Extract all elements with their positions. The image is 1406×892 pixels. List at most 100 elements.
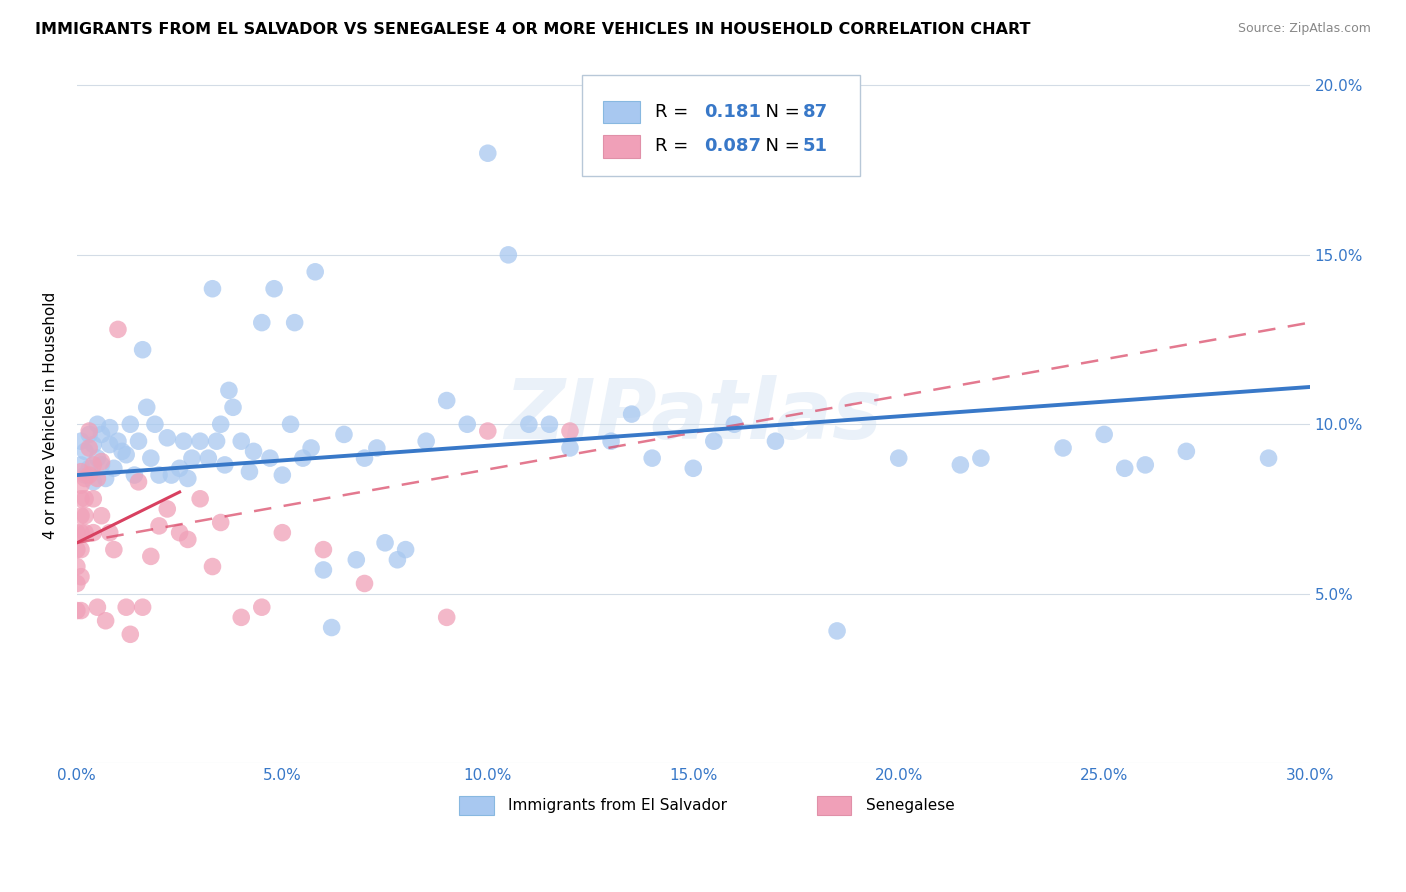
Point [825, 624, 848, 638]
Point [498, 248, 520, 262]
Y-axis label: 4 or more Vehicles in Household: 4 or more Vehicles in Household [44, 293, 58, 540]
Point [242, 444, 264, 458]
Point [77, 461, 100, 475]
Point [90, 427, 112, 442]
Point [103, 542, 125, 557]
Text: Senegalese: Senegalese [866, 798, 955, 813]
Point [156, 502, 179, 516]
Point [250, 316, 273, 330]
Point [82, 525, 104, 540]
Point [299, 441, 322, 455]
Point [238, 465, 260, 479]
Point [173, 434, 195, 449]
Point [131, 343, 153, 357]
Point [394, 542, 416, 557]
Point [181, 451, 204, 466]
Point [188, 491, 211, 506]
Point [86, 451, 108, 466]
Point [312, 563, 335, 577]
Text: N =: N = [754, 137, 806, 155]
Point [1257, 451, 1279, 466]
Point [517, 417, 540, 432]
Point [291, 451, 314, 466]
Text: R =: R = [655, 137, 695, 155]
Point [280, 417, 302, 432]
Point [723, 417, 745, 432]
Point [66, 604, 89, 618]
Point [271, 525, 294, 540]
Point [75, 491, 97, 506]
Point [558, 441, 581, 455]
Point [128, 434, 150, 449]
Point [304, 265, 326, 279]
Point [160, 468, 183, 483]
Text: N =: N = [754, 103, 806, 120]
Point [77, 468, 100, 483]
Point [94, 471, 117, 485]
Point [538, 417, 561, 432]
Point [477, 424, 499, 438]
FancyBboxPatch shape [582, 76, 859, 177]
Point [66, 542, 89, 557]
Point [143, 417, 166, 432]
Point [201, 559, 224, 574]
Point [156, 431, 179, 445]
Point [201, 282, 224, 296]
Point [70, 525, 93, 540]
Point [344, 553, 367, 567]
Text: Immigrants from El Salvador: Immigrants from El Salvador [509, 798, 727, 813]
Text: 87: 87 [803, 103, 828, 120]
Point [82, 475, 104, 489]
Point [231, 434, 253, 449]
Point [214, 458, 236, 472]
Point [115, 600, 138, 615]
Point [353, 576, 375, 591]
Point [250, 600, 273, 615]
Text: IMMIGRANTS FROM EL SALVADOR VS SENEGALESE 4 OR MORE VEHICLES IN HOUSEHOLD CORREL: IMMIGRANTS FROM EL SALVADOR VS SENEGALES… [35, 22, 1031, 37]
Point [600, 434, 623, 449]
Point [321, 621, 343, 635]
Point [86, 600, 108, 615]
Point [312, 542, 335, 557]
Point [949, 458, 972, 472]
Text: Source: ZipAtlas.com: Source: ZipAtlas.com [1237, 22, 1371, 36]
Point [436, 610, 458, 624]
FancyBboxPatch shape [817, 796, 851, 815]
Point [209, 516, 232, 530]
Point [70, 508, 93, 523]
Point [620, 407, 643, 421]
Point [970, 451, 993, 466]
Point [1175, 444, 1198, 458]
Point [387, 553, 409, 567]
Point [75, 508, 97, 523]
Point [115, 448, 138, 462]
Point [415, 434, 437, 449]
Point [1135, 458, 1157, 472]
FancyBboxPatch shape [458, 796, 494, 815]
Point [128, 475, 150, 489]
Point [353, 451, 375, 466]
Point [1052, 441, 1074, 455]
Point [70, 478, 93, 492]
Point [703, 434, 725, 449]
Point [333, 427, 356, 442]
Point [177, 533, 200, 547]
Point [86, 417, 108, 432]
Point [188, 434, 211, 449]
Point [148, 468, 170, 483]
Point [111, 444, 134, 458]
Point [75, 468, 97, 483]
Point [135, 401, 157, 415]
Point [70, 465, 93, 479]
Point [70, 491, 93, 506]
Point [86, 471, 108, 485]
Point [90, 454, 112, 468]
Point [120, 627, 142, 641]
FancyBboxPatch shape [603, 101, 640, 123]
Point [66, 576, 89, 591]
Point [98, 437, 121, 451]
Point [98, 525, 121, 540]
Point [107, 434, 129, 449]
Point [197, 451, 219, 466]
Text: 51: 51 [803, 137, 828, 155]
